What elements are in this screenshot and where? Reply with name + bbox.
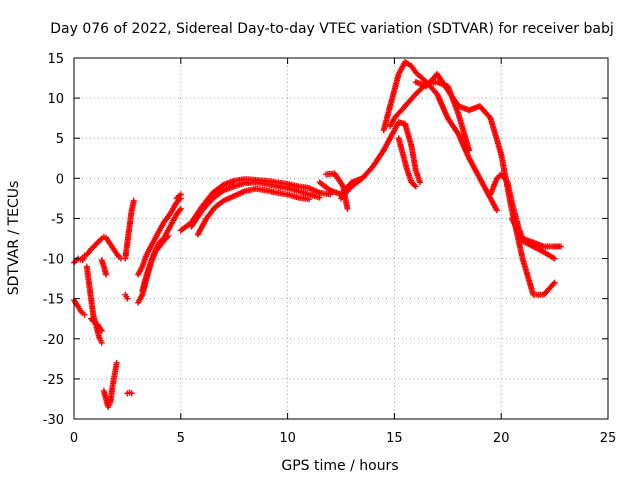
x-tick-label: 5 (177, 431, 185, 446)
y-tick-label: 0 (56, 172, 64, 187)
x-tick-label: 25 (600, 431, 617, 446)
y-tick-label: -20 (43, 333, 64, 348)
data-point (177, 191, 184, 198)
data-point (177, 205, 184, 212)
series-arc-17 (194, 185, 312, 238)
data-point (493, 207, 500, 214)
y-tick-label: -15 (43, 293, 64, 308)
data-point (550, 280, 557, 287)
series-arc-13 (139, 233, 171, 294)
data-point (551, 255, 558, 262)
data-point (466, 147, 473, 154)
y-tick-label: 5 (56, 132, 64, 147)
y-tick-label: 10 (47, 92, 64, 107)
axis-ticks: 0 5 10 15 20 25 -30 -25 -20 -15 -10 -5 0 5 10 15 (43, 52, 617, 446)
data-point (130, 197, 137, 204)
data-point (103, 271, 110, 278)
data-point (128, 390, 135, 397)
series-arc-06 (100, 359, 120, 410)
data-point (558, 243, 565, 250)
series-arc-05 (88, 315, 105, 334)
data-points (71, 59, 565, 410)
data-point (551, 279, 558, 286)
x-tick-label: 0 (70, 431, 78, 446)
data-point (81, 311, 88, 318)
data-point (417, 179, 424, 186)
x-axis-label: GPS time / hours (281, 458, 398, 474)
series-arc-10 (122, 291, 131, 302)
data-point (344, 205, 351, 212)
series-arc-12 (135, 195, 184, 278)
y-tick-label: -5 (51, 212, 64, 227)
data-point (93, 240, 100, 247)
data-point (412, 183, 419, 190)
data-point (98, 339, 105, 346)
series-arc-14 (173, 191, 184, 202)
series-arc-07 (98, 257, 110, 278)
series-arc-23 (395, 135, 419, 190)
y-tick-label: -30 (43, 413, 64, 428)
data-point (163, 234, 170, 241)
series-arc-03 (83, 233, 124, 262)
data-point (305, 196, 312, 203)
x-tick-label: 20 (493, 431, 510, 446)
series-arc-09 (122, 197, 137, 262)
data-point (113, 359, 120, 366)
data-point (97, 236, 104, 243)
y-tick-label: -10 (43, 253, 64, 268)
x-tick-label: 10 (279, 431, 296, 446)
series-arc-16 (188, 179, 323, 230)
data-point (164, 233, 171, 240)
series-arc-26 (508, 215, 558, 262)
y-tick-label: -25 (43, 373, 64, 388)
chart-title: Day 076 of 2022, Sidereal Day-to-day VTE… (50, 21, 613, 37)
y-tick-label: 15 (47, 52, 64, 67)
x-tick-label: 15 (386, 431, 403, 446)
data-point (124, 295, 131, 302)
data-point (98, 327, 105, 334)
data-point (89, 316, 96, 323)
data-point (316, 194, 323, 201)
plot-frame (73, 57, 609, 420)
y-axis-label: SDTVAR / TECUs (6, 181, 22, 296)
series-arc-08 (124, 389, 135, 397)
series-arc-20 (338, 119, 424, 202)
data-point (78, 308, 85, 315)
